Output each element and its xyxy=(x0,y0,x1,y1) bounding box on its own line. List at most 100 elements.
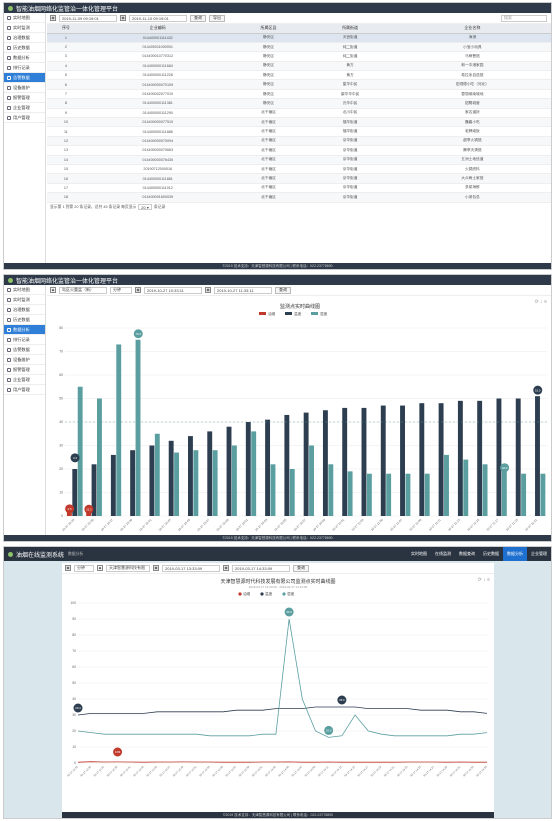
chart-toolbox-icons[interactable]: ⟳ ↓ ≡ xyxy=(477,577,490,583)
x-tick-label: 10-27 10:39 xyxy=(119,518,133,532)
calendar-icon[interactable]: ▦ xyxy=(135,287,141,293)
x-tick-label: 10-27 10:51 xyxy=(235,518,249,532)
start-date-input[interactable]: 2019-03-17 13:33:09 xyxy=(162,564,220,572)
table-row[interactable]: 6 014400000070109 静安区 星华中民 宏顺德小吃（河北） xyxy=(47,79,551,90)
sidebar-item[interactable]: 数据分析 xyxy=(4,325,45,335)
sidebar-item[interactable]: 实时地图 xyxy=(4,285,45,295)
sidebar-item[interactable]: 历史数据 xyxy=(4,315,45,325)
table-cell: 京华街道 xyxy=(306,164,394,175)
y-tick-label: 30 xyxy=(59,444,63,448)
sidebar-item-label: 企业管理 xyxy=(13,104,30,110)
page-size-select[interactable]: 20 ▾ xyxy=(138,204,152,211)
table-row[interactable]: 7 014400002077010 静安区 豪华华中民 蓉丽缘南城地 xyxy=(47,89,551,100)
sidebar-item[interactable]: 实时监测 xyxy=(4,295,45,305)
table-cell: 马蒂餐馆 xyxy=(393,51,551,62)
calendar-icon[interactable]: ▦ xyxy=(120,15,126,21)
sidebar-item[interactable]: 告警数据 xyxy=(4,73,45,83)
nav-item[interactable]: 历史数据 xyxy=(483,551,499,556)
query-button[interactable]: 查询 xyxy=(275,286,291,294)
legend-swatch xyxy=(311,312,318,315)
nav-item[interactable]: 实时地图 xyxy=(411,551,427,556)
sidebar-item[interactable]: 设备维护 xyxy=(4,83,45,93)
table-row[interactable]: 14 014400000076430 北干塘区 京华街道 五洲土地信道 xyxy=(47,155,551,165)
marker-label: 0.89 xyxy=(115,750,121,754)
end-date-input[interactable]: 2019-03-17 14:33:09 xyxy=(232,564,290,572)
sidebar-item[interactable]: 治理数据 xyxy=(4,33,45,43)
export-button[interactable]: 导出 xyxy=(209,14,225,22)
table-row[interactable]: 3 014400010770312 静安区 纯二街道 马蒂餐馆 xyxy=(47,51,551,62)
table-cell: 京华街道 xyxy=(306,145,394,156)
query-button[interactable]: 查询 xyxy=(293,564,309,572)
end-date-input[interactable]: 2019-11-10 09:19:01 xyxy=(129,14,187,22)
sidebar-item[interactable]: 治理数据 xyxy=(4,305,45,315)
sidebar-item[interactable]: 企业管理 xyxy=(4,103,45,113)
sidebar-item[interactable]: 排行记录 xyxy=(4,63,45,73)
sidebar-item[interactable]: 实时地图 xyxy=(4,13,45,23)
column-header[interactable]: 所属区县 xyxy=(230,24,307,34)
sidebar-item[interactable]: 企业管理 xyxy=(4,375,45,385)
company-select[interactable]: 天津智慧源科技有限 xyxy=(106,564,150,572)
sidebar-item[interactable]: 报警管理 xyxy=(4,365,45,375)
x-tick-label: 10-27 11:13 xyxy=(447,518,461,532)
table-row[interactable]: 9 014400000111290 北干塘区 北川中民 家名道所 xyxy=(47,108,551,119)
nav-item[interactable]: 数据查询 xyxy=(459,551,475,556)
query-button[interactable]: 查询 xyxy=(190,14,206,22)
sidebar-item[interactable]: 历史数据 xyxy=(4,43,45,53)
start-date-input[interactable]: 2019-11-09 09:19:01 xyxy=(59,14,117,22)
sidebar-item[interactable]: 实时监测 xyxy=(4,23,45,33)
sidebar-item[interactable]: 排行记录 xyxy=(4,335,45,345)
table-row[interactable]: 18 014400001600039 北干塘区 京华街道 小坡包总 xyxy=(47,192,551,203)
chart-toolbox-icons[interactable]: ⟳ ↓ ≡ xyxy=(534,299,547,305)
nav-item[interactable]: 数据分析 xyxy=(503,547,527,561)
sidebar-item[interactable]: 报警管理 xyxy=(4,93,45,103)
nav-item[interactable]: 企业管理 xyxy=(531,551,547,556)
calendar-icon[interactable]: ▦ xyxy=(223,565,229,571)
x-tick-label: 10-27 10:55 xyxy=(273,518,287,532)
calendar-icon[interactable]: ▦ xyxy=(153,565,159,571)
column-header[interactable]: 序号 xyxy=(47,24,85,34)
table-row[interactable]: 13 014400000070663 北干塘区 京华街道 腾享天清馆 xyxy=(47,145,551,156)
column-header[interactable]: 企业编码 xyxy=(84,24,231,34)
table-cell: 小宝小玩具 xyxy=(393,42,551,53)
menu-icon xyxy=(7,75,11,80)
table-cell: 7 xyxy=(47,89,85,100)
calendar-icon[interactable]: ▦ xyxy=(50,15,56,21)
nav-item[interactable]: 在线监测 xyxy=(435,551,451,556)
table-row[interactable]: 2 014400011000001 静安区 纯二街道 小宝小玩具 xyxy=(47,42,551,53)
table-cell: 和一中港家园 xyxy=(393,61,551,72)
table-row[interactable]: 15 20190712000016 北干塘区 京华街道 火锅底料 xyxy=(47,164,551,175)
x-tick-label: 03-17 13:39 xyxy=(106,764,119,777)
table-row[interactable]: 5 014400000111228 静安区 黄方 希拉米自选馆 xyxy=(47,70,551,81)
table-cell: 宏顺德小吃（河北） xyxy=(393,79,551,90)
sidebar-item[interactable]: 用户管理 xyxy=(4,385,45,395)
table-row[interactable]: 16 014400000111881 北干塘区 京华街道 大众两土家馆 xyxy=(47,173,551,184)
table-row[interactable]: 8 014400000111381 静安区 光华中民 甜鹰城营 xyxy=(47,98,551,109)
legend-swatch xyxy=(285,312,292,315)
table-row[interactable]: 1 014400001111432 静安区 天宫街道 海港 xyxy=(47,33,551,43)
table-row[interactable]: 4 014400000111684 静安区 黄方 和一中港家园 xyxy=(47,61,551,72)
table-row[interactable]: 17 014400000111012 北干塘区 京华街道 多菜海鲜 xyxy=(47,183,551,194)
search-input[interactable]: 搜索 xyxy=(501,14,547,22)
marker-pin xyxy=(500,463,510,473)
table-row[interactable]: 11 014400000111886 北干塘区 福华街道 老牌南饭 xyxy=(47,126,551,137)
sidebar-item[interactable]: 告警数据 xyxy=(4,345,45,355)
table-row[interactable]: 12 014400000070094 北干塘区 京华街道 超享火锅馆 xyxy=(47,136,551,147)
sidebar-item[interactable]: 用户管理 xyxy=(4,113,45,123)
interval-select[interactable]: 分钟 xyxy=(74,564,94,572)
column-header[interactable]: 企业名称 xyxy=(393,24,551,34)
table-footer: 显示第 1 到第 20 条记录，总共 45 条记录 每页显示 20 ▾ 条记录 xyxy=(47,203,551,212)
marker-label: 35.0 xyxy=(339,698,345,702)
calendar-icon[interactable]: ▦ xyxy=(205,287,211,293)
panel-bar-chart: 智能油烟网络化监管治一体化管理平台 实时地图 实时监测 治理数据 历史数据 数据分析 排行… xyxy=(3,274,552,542)
sidebar-item[interactable]: 数据分析 xyxy=(4,53,45,63)
table-row[interactable]: 10 014400000077510 北干塘区 福华街道 蘸酱小吃 xyxy=(47,117,551,128)
company-select[interactable]: 岛区火重盆（新） xyxy=(59,286,107,294)
table-cell: 静安区 xyxy=(230,51,307,62)
interval-select[interactable]: 分钟 xyxy=(110,286,132,294)
bar xyxy=(193,450,199,516)
table-cell: 2 xyxy=(47,42,85,53)
column-header[interactable]: 所属街道 xyxy=(306,24,394,34)
start-date-input[interactable]: 2019-10-27 10:33:11 xyxy=(144,286,202,294)
end-date-input[interactable]: 2019-10-27 11:33:11 xyxy=(214,286,272,294)
sidebar-item[interactable]: 设备维护 xyxy=(4,355,45,365)
